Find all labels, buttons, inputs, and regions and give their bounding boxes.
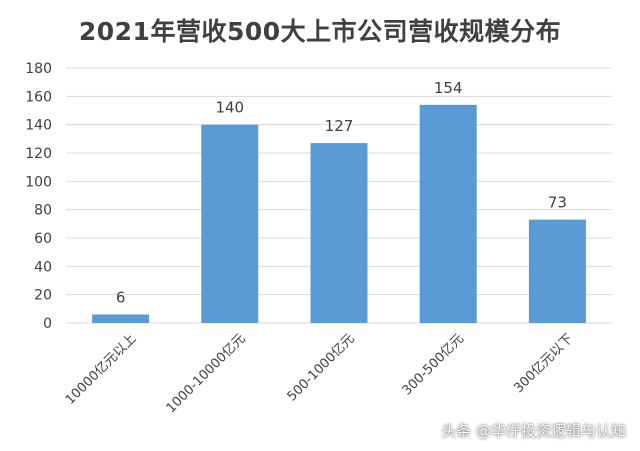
bar-1 (201, 124, 259, 324)
bar-0 (92, 314, 150, 323)
bar-3 (419, 104, 477, 323)
data-label: 154 (434, 79, 463, 97)
x-tick-label: 500-1000亿元 (285, 331, 358, 404)
x-tick-label: 10000亿元以上 (63, 331, 140, 408)
x-tick-label: 1000-10000亿元 (164, 331, 249, 416)
x-tick-label: 300亿元以下 (511, 331, 576, 396)
data-label: 73 (548, 194, 567, 212)
data-label: 6 (116, 289, 126, 307)
y-tick-label: 80 (34, 203, 52, 219)
y-tick-label: 0 (43, 316, 52, 332)
y-tick-label: 60 (34, 231, 52, 247)
y-tick-label: 120 (25, 146, 52, 162)
y-tick-label: 140 (25, 118, 52, 134)
data-label: 140 (215, 99, 244, 117)
data-labels: 6 140 127 154 73 (116, 79, 567, 307)
bar-2 (310, 143, 368, 323)
bar-4 (528, 219, 586, 323)
y-tick-label: 160 (25, 89, 52, 105)
y-tick-label: 20 (34, 288, 52, 304)
y-tick-label: 100 (25, 174, 52, 190)
y-axis-ticks: 0 20 40 60 80 100 120 140 160 180 (25, 61, 52, 332)
x-tick-label: 300-500亿元 (400, 331, 467, 398)
chart-title: 2021年营收500大上市公司营收规模分布 (78, 17, 562, 46)
x-axis-ticks: 10000亿元以上 1000-10000亿元 500-1000亿元 300-500亿元… (63, 331, 576, 416)
watermark-text: 头条 @华仔投资逻辑与认知 (441, 422, 626, 440)
y-tick-label: 40 (34, 259, 52, 275)
data-label: 127 (325, 117, 354, 135)
y-tick-label: 180 (25, 61, 52, 77)
bars (92, 104, 586, 324)
